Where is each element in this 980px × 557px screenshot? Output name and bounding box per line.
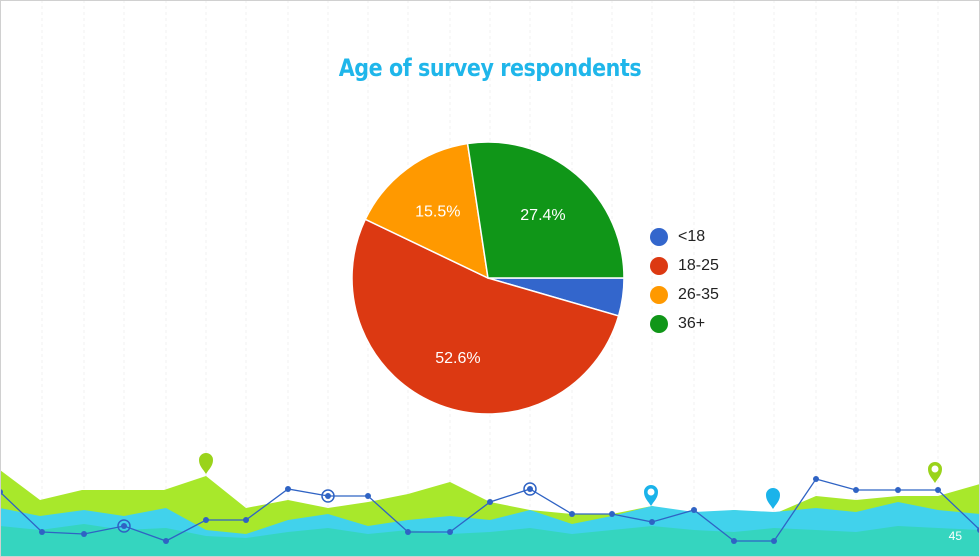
trend-point <box>813 476 819 482</box>
legend-item: 18-25 <box>650 251 760 280</box>
page-number: 45 <box>948 529 962 543</box>
trend-point <box>895 487 901 493</box>
trend-point <box>39 529 45 535</box>
trend-point <box>935 487 941 493</box>
trend-point <box>163 538 169 544</box>
legend-swatch <box>650 314 668 333</box>
trend-point <box>853 487 859 493</box>
trend-point <box>285 486 291 492</box>
trend-point <box>731 538 737 544</box>
trend-point <box>771 538 777 544</box>
trend-point <box>527 486 533 492</box>
map-pin-icon <box>766 488 780 509</box>
map-pin-icon <box>928 462 942 483</box>
pie-slice <box>364 142 489 280</box>
teal-wave <box>0 524 980 557</box>
legend-swatch <box>650 285 668 304</box>
trend-point-ring <box>321 489 335 503</box>
trend-point-ring <box>523 482 537 496</box>
legend-item: <18 <box>650 222 760 251</box>
trend-point <box>447 529 453 535</box>
chart-title: Age of survey respondents <box>338 54 642 82</box>
trend-point <box>691 507 697 513</box>
map-pin-icon <box>199 453 213 474</box>
decorative-footer-graphic <box>0 453 980 557</box>
legend-label: 18-25 <box>678 256 719 274</box>
trend-point <box>649 519 655 525</box>
legend-swatch <box>650 256 668 275</box>
pie-data-label: 27.4% <box>520 207 565 224</box>
trend-point <box>405 529 411 535</box>
chart-legend: <18 18-25 26-35 36+ <box>650 222 760 338</box>
trend-point <box>609 511 615 517</box>
trend-point <box>487 499 493 505</box>
pie-data-label: 15.5% <box>415 203 460 220</box>
trend-point-ring <box>117 519 131 533</box>
legend-item: 36+ <box>650 309 760 338</box>
trend-point <box>569 511 575 517</box>
trend-point <box>243 517 249 523</box>
legend-item: 26-35 <box>650 280 760 309</box>
trend-point <box>121 523 127 529</box>
pie-slice <box>351 218 620 415</box>
trend-point <box>325 493 331 499</box>
trend-point <box>81 531 87 537</box>
legend-label: 36+ <box>678 314 706 332</box>
pie-slice <box>466 141 625 279</box>
trend-point <box>203 517 209 523</box>
map-pin-icon <box>644 485 658 506</box>
legend-swatch <box>650 227 668 246</box>
pie-data-label: 52.6% <box>435 350 480 367</box>
trend-point <box>365 493 371 499</box>
legend-label: 26-35 <box>678 285 719 303</box>
legend-label: <18 <box>678 227 706 245</box>
